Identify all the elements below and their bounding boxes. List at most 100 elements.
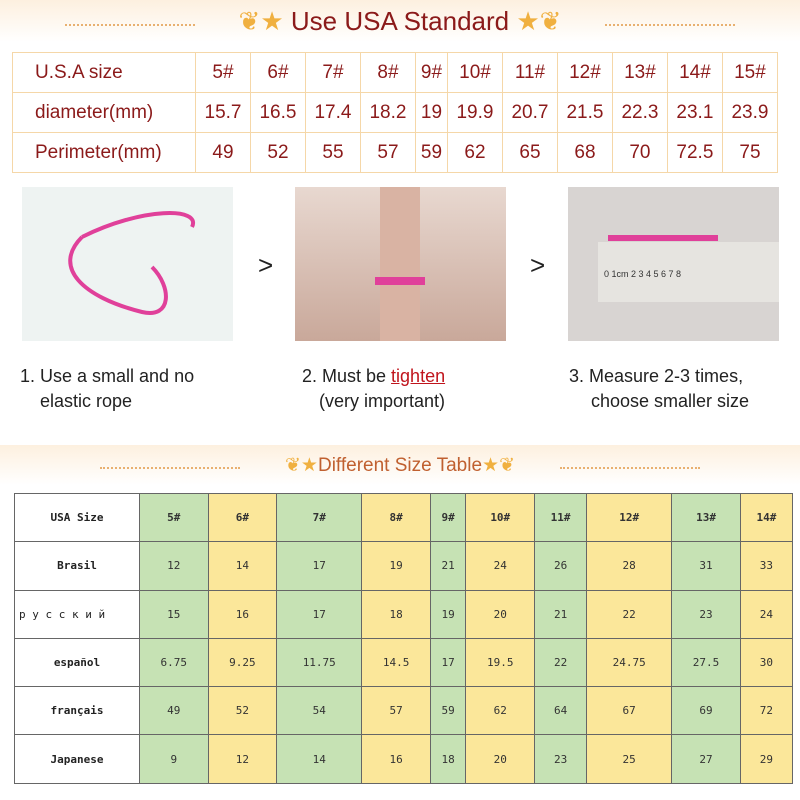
row-label: diameter(mm) [12,92,196,133]
table-cell: 22 [586,589,673,639]
dotted-divider [560,467,700,469]
table-cell: 12# [586,492,673,543]
row-label: р у с с к и й [14,589,140,639]
table-cell: 72.5 [666,132,723,173]
table-cell: 17 [276,541,363,591]
table-cell: 57 [361,686,431,736]
star-icon: ★❦ [516,6,562,36]
table-cell: 27.5 [671,637,741,688]
star-icon: ❦★ [285,455,318,476]
row-label: USA Size [14,492,140,543]
title-text: Different Size Table [317,455,483,476]
table-cell: 24.75 [586,637,673,688]
table-cell: 18 [361,589,431,639]
table-cell: 11.75 [276,637,363,688]
table-cell: 5# [195,52,251,93]
table-cell: 23.1 [666,92,723,133]
table-cell: 21.5 [556,92,613,133]
table-cell: 17 [276,589,363,639]
table-cell: 13# [671,492,741,543]
ruler-photo: 0 1cm 2 3 4 5 6 7 8 [568,187,779,341]
table-cell: 5# [139,492,209,543]
row-label: Perimeter(mm) [12,132,196,173]
size-conversion-table: USA Size 5# 6# 7# 8# 9# 10# 11# 12# 13# 14# Brasil 1… [14,492,794,784]
table-cell: 64 [534,686,588,736]
table-row: Japanese 9 12 14 16 18 20 23 25 27 29 [14,734,794,784]
table-cell: 57 [359,132,416,173]
table-cell: 17 [429,637,467,688]
table-row: р у с с к и й 15 16 17 18 19 20 21 22 23 24 [14,589,794,639]
step-3-caption: 3. Measure 2-3 times, choose smaller size [569,366,750,411]
table-row: USA Size 5# 6# 7# 8# 9# 10# 11# 12# 13# 14# [14,492,794,543]
table-row: Brasil 12 14 17 19 21 24 26 28 31 33 [14,541,794,591]
rope-photo [22,187,233,341]
table-cell: 52 [249,132,306,173]
table-cell: 8# [361,492,431,543]
header-band-1 [0,0,800,42]
table-cell: 20 [465,589,536,639]
section-title: ❦★ Use USA Standard ★❦ [0,6,800,37]
table-cell: 13# [611,52,668,93]
table-cell: 20 [465,734,536,784]
table-cell: 10# [465,492,536,543]
table-cell: 14.5 [361,637,431,688]
table-cell: 11# [534,492,588,543]
table-cell: 9 [139,734,209,784]
table-cell: 16 [361,734,431,784]
table-cell: 11# [501,52,558,93]
table-cell: 20.7 [501,92,558,133]
star-icon: ❦★ [238,6,284,36]
table-cell: 7# [276,492,363,543]
table-cell: 69 [671,686,741,736]
table-cell: 30 [739,637,794,688]
arrow-icon: > [530,250,546,280]
table-cell: 15# [721,52,779,93]
dotted-divider [65,24,195,26]
table-cell: 8# [359,52,416,93]
ruler-labels: 0 1cm 2 3 4 5 6 7 8 [604,269,681,279]
table-cell: 14 [207,541,278,591]
table-cell: 21 [534,589,588,639]
table-cell: 15 [139,589,209,639]
table-cell: 19.5 [465,637,536,688]
table-cell: 49 [139,686,209,736]
table-cell: 12 [207,734,278,784]
table-cell: 19 [414,92,448,133]
dotted-divider [100,467,240,469]
table-cell: 59 [414,132,448,173]
finger-photo [295,187,506,341]
table-cell: 14# [666,52,723,93]
table-cell: 15.7 [195,92,251,133]
table-cell: 19 [429,589,467,639]
table-cell: 68 [556,132,613,173]
table-cell: 22 [534,637,588,688]
header-band-2 [0,445,800,485]
table-cell: 52 [207,686,278,736]
table-cell: 16 [207,589,278,639]
table-cell: 9# [414,52,448,93]
table-cell: 31 [671,541,741,591]
table-cell: 67 [586,686,673,736]
table-cell: 23.9 [721,92,779,133]
table-cell: 75 [721,132,779,173]
table-cell: 14# [739,492,794,543]
table-cell: 70 [611,132,668,173]
table-cell: 10# [446,52,503,93]
table-cell: 18 [429,734,467,784]
table-cell: 19 [361,541,431,591]
table-cell: 19.9 [446,92,503,133]
table-cell: 72 [739,686,794,736]
row-label: español [14,637,140,688]
table-row: Perimeter(mm) 49 52 55 57 59 62 65 68 70 72.5 75 [12,132,779,173]
row-label: français [14,686,140,736]
step-2-caption: 2. Must be tighten (very important) [302,366,446,411]
table-cell: 22.3 [611,92,668,133]
table-cell: 29 [739,734,794,784]
table-row: diameter(mm) 15.7 16.5 17.4 18.2 19 19.9 20.7 21… [12,92,779,133]
step-1-caption: 1. Use a small and no elastic rope [20,366,195,411]
table-cell: 18.2 [359,92,416,133]
row-label: Japanese [14,734,140,784]
section-title: ❦★Different Size Table★❦ [0,454,800,477]
table-cell: 16.5 [249,92,306,133]
title-text: Use USA Standard [290,6,510,36]
